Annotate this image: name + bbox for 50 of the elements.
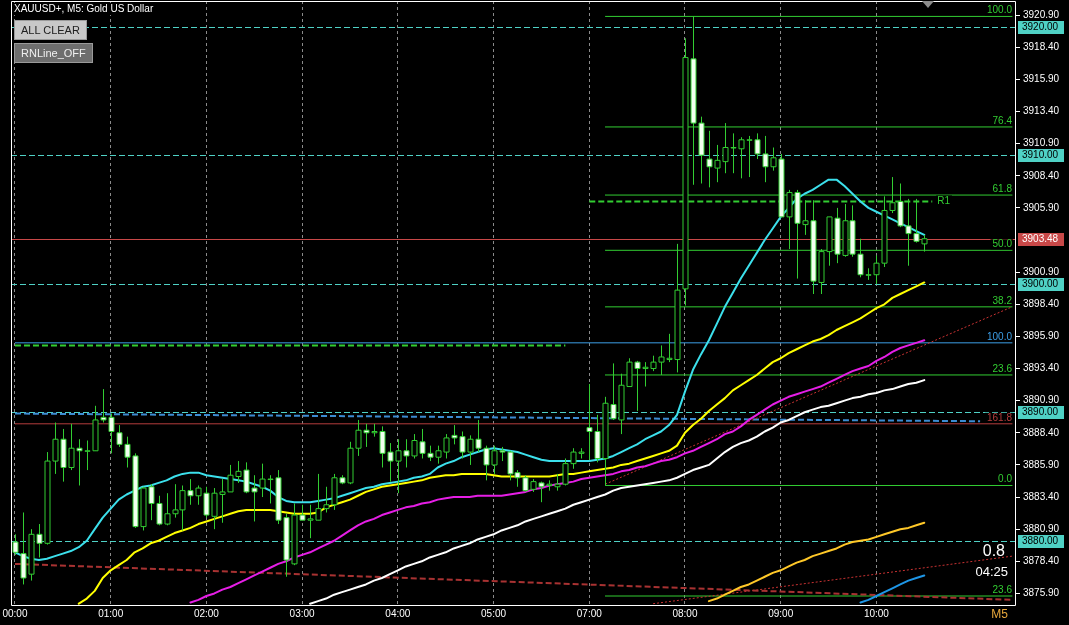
x-tick-label: 09:00 bbox=[768, 607, 794, 619]
y-tick-label: 3880.90 bbox=[1023, 522, 1060, 534]
x-tick-label: 10:00 bbox=[863, 607, 890, 619]
y-tick-label: 3898.40 bbox=[1023, 298, 1060, 310]
y-tick-label: 3888.40 bbox=[1023, 426, 1060, 438]
y-tick-label: 3918.40 bbox=[1023, 41, 1060, 53]
series-label: R1 bbox=[937, 195, 951, 207]
annotation: 04:25 bbox=[975, 563, 1008, 579]
y-tick-label: 3908.40 bbox=[1023, 169, 1060, 181]
x-tick-label: 00:00 bbox=[2, 607, 28, 619]
text: M5 bbox=[991, 607, 1009, 622]
x-tick-label: 02:00 bbox=[193, 607, 220, 619]
y-tick-label: 3910.90 bbox=[1023, 137, 1060, 149]
series-label: 23.6 bbox=[992, 583, 1013, 595]
ref-line-label: 3900.00 bbox=[1022, 278, 1059, 290]
candlestick bbox=[12, 533, 19, 556]
series-label: 50.0 bbox=[992, 238, 1013, 250]
x-tick-label: 08:00 bbox=[672, 607, 698, 619]
series-label: 0.0 bbox=[998, 473, 1013, 485]
y-tick-label: 3875.90 bbox=[1023, 587, 1060, 599]
ref-line-label: 3910.00 bbox=[1022, 149, 1059, 161]
series-label: 100.0 bbox=[986, 330, 1013, 342]
series-label: 100.0 bbox=[986, 4, 1013, 16]
series-label: 76.4 bbox=[992, 114, 1013, 126]
annotation: 0.8 bbox=[982, 542, 1006, 560]
ref-line-label: 3903.48 bbox=[1022, 233, 1059, 245]
x-tick-label: 01:00 bbox=[98, 607, 124, 619]
y-tick-label: 3920.90 bbox=[1023, 8, 1060, 20]
x-tick-label: 04:00 bbox=[385, 607, 411, 619]
y-tick-label: 3915.90 bbox=[1023, 73, 1060, 85]
y-tick-label: 3913.40 bbox=[1023, 105, 1060, 117]
series-label: 23.6 bbox=[992, 362, 1013, 374]
ref-line-label: 3890.00 bbox=[1022, 406, 1059, 418]
chart-title: XAUUSD+, M5: Gold US Dollar bbox=[14, 2, 154, 14]
y-tick-label: 3905.90 bbox=[1023, 201, 1060, 213]
x-tick-label: 05:00 bbox=[481, 607, 507, 619]
y-tick-label: 3878.40 bbox=[1023, 555, 1060, 567]
ref-line-label: 3880.00 bbox=[1022, 535, 1059, 547]
x-tick-label: 07:00 bbox=[576, 607, 603, 619]
series-label: 38.2 bbox=[992, 294, 1013, 306]
y-tick-label: 3890.90 bbox=[1023, 394, 1060, 406]
y-tick-label: 3893.40 bbox=[1023, 362, 1060, 374]
x-tick-label: 03:00 bbox=[289, 607, 316, 619]
y-tick-label: 3885.90 bbox=[1023, 458, 1060, 470]
series-label: 61.8 bbox=[992, 182, 1013, 194]
y-tick-label: 3895.90 bbox=[1023, 330, 1060, 342]
y-tick-label: 3883.40 bbox=[1023, 490, 1060, 502]
y-tick-label: 3900.90 bbox=[1023, 265, 1060, 277]
series-label: 161.8 bbox=[986, 411, 1013, 423]
ref-line-label: 3920.00 bbox=[1022, 21, 1059, 33]
